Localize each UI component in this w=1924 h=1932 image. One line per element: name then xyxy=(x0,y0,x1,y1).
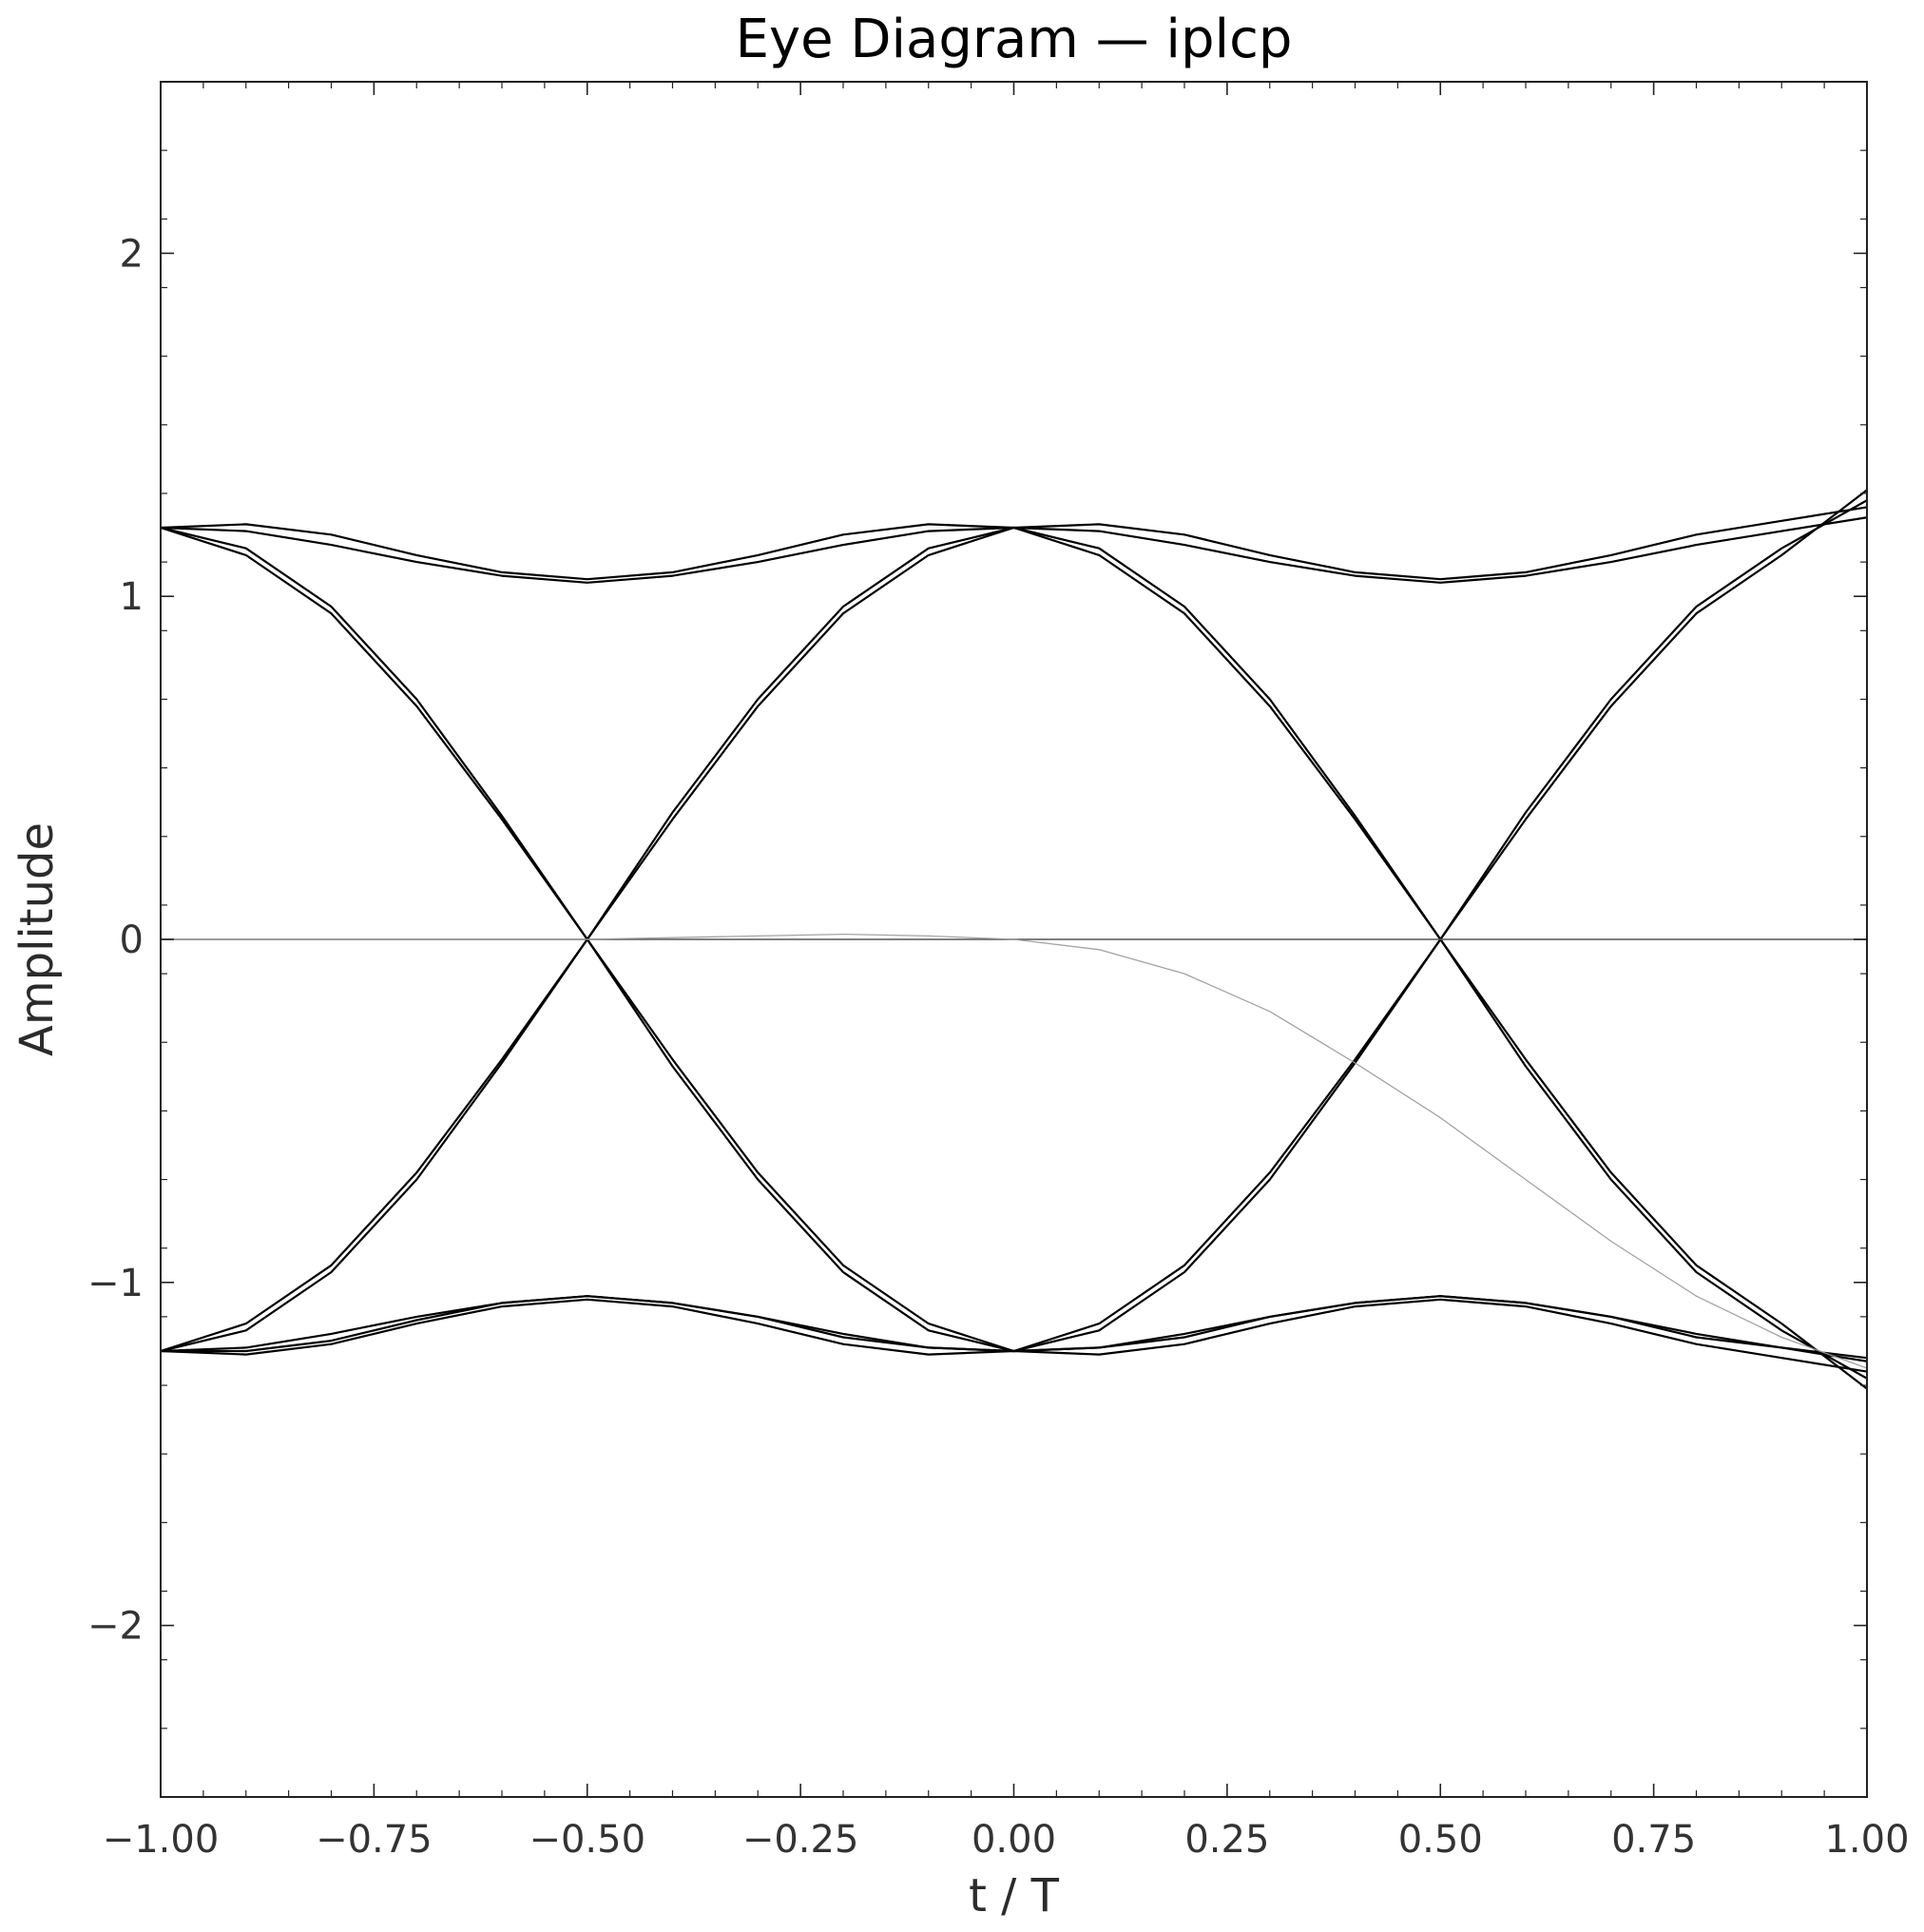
x-tick-label: 0.75 xyxy=(1611,1818,1696,1862)
x-tick-label: 0.25 xyxy=(1184,1818,1269,1862)
y-tick-label: 1 xyxy=(120,575,144,619)
x-tick-label: −0.50 xyxy=(529,1818,645,1862)
x-axis-label: t / T xyxy=(969,1869,1060,1922)
x-tick-label: −0.25 xyxy=(742,1818,859,1862)
eye-trace-10 xyxy=(161,1295,1867,1360)
x-tick-label: −0.75 xyxy=(316,1818,433,1862)
y-axis-label: Amplitude xyxy=(10,822,64,1056)
y-tick-label: 2 xyxy=(120,232,144,276)
x-tick-label: 0.00 xyxy=(972,1818,1056,1862)
tick-group: −1.00 −0.75 −0.50 −0.25 0.00 0.25 0.50 0.75 1.00… xyxy=(87,81,1910,1862)
y-tick-label: 0 xyxy=(120,918,144,962)
eye-trace-11 xyxy=(161,933,1867,1369)
trace-group xyxy=(161,489,1867,1390)
chart-title: Eye Diagram — iplcp xyxy=(736,9,1293,70)
plot-frame xyxy=(160,81,1868,1798)
y-tick-label: −2 xyxy=(87,1605,144,1649)
y-tick-label: −1 xyxy=(87,1262,144,1305)
eye-trace-6 xyxy=(161,526,1867,1380)
x-tick-label: −1.00 xyxy=(103,1818,220,1862)
x-tick-label: 0.50 xyxy=(1398,1818,1483,1862)
x-tick-label: 1.00 xyxy=(1824,1818,1909,1862)
